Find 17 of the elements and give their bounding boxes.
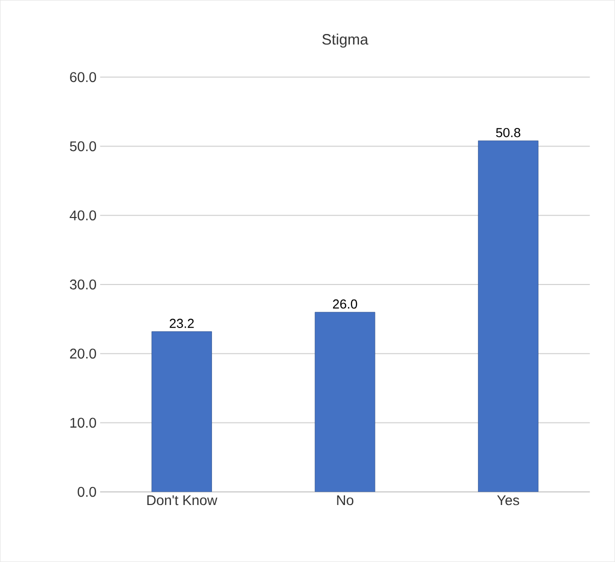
y-tick-label: 50.0	[70, 141, 96, 152]
x-tick-label: Yes	[497, 495, 520, 506]
chart-title: Stigma	[322, 34, 368, 48]
y-tick-label: 60.0	[70, 72, 96, 82]
bar	[478, 140, 538, 492]
data-label: 50.8	[496, 128, 520, 138]
bar	[152, 331, 212, 492]
bar	[314, 312, 376, 492]
y-tick-label: 0.0	[78, 486, 96, 497]
data-label: 23.2	[170, 318, 194, 328]
x-tick-label: Don't Know	[147, 495, 218, 506]
data-label: 26.0	[332, 299, 358, 309]
y-tick-label: 10.0	[70, 418, 96, 428]
x-tick-label: No	[337, 495, 354, 506]
y-tick-label: 40.0	[70, 210, 96, 220]
y-tick-label: 30.0	[70, 280, 96, 290]
y-tick-label: 20.0	[70, 348, 96, 359]
